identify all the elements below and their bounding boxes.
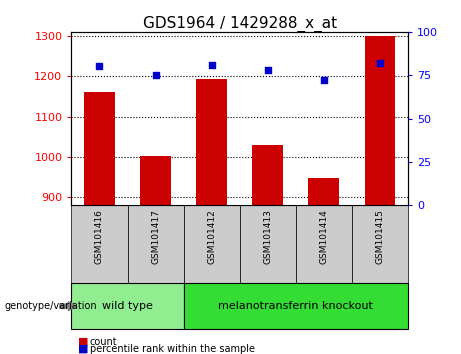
Title: GDS1964 / 1429288_x_at: GDS1964 / 1429288_x_at: [142, 16, 337, 32]
Point: [208, 62, 215, 68]
Text: GSM101415: GSM101415: [375, 209, 384, 264]
Point: [96, 63, 103, 69]
Text: GSM101414: GSM101414: [319, 209, 328, 264]
Point: [264, 67, 272, 72]
Point: [320, 77, 327, 82]
Bar: [71, 205, 128, 283]
Text: GSM101413: GSM101413: [263, 209, 272, 264]
Bar: [352, 205, 408, 283]
Bar: [140, 156, 171, 205]
Bar: [296, 205, 352, 283]
Point: [376, 60, 384, 66]
Bar: [183, 283, 408, 329]
Bar: [365, 36, 396, 205]
Text: genotype/variation: genotype/variation: [5, 301, 97, 311]
Text: ■: ■: [78, 337, 89, 347]
Text: wild type: wild type: [102, 301, 153, 311]
Bar: [71, 283, 183, 329]
Text: ■: ■: [78, 344, 89, 354]
Text: GSM101412: GSM101412: [207, 209, 216, 264]
Bar: [84, 92, 115, 205]
Bar: [183, 205, 240, 283]
Bar: [252, 145, 283, 205]
Text: GSM101417: GSM101417: [151, 209, 160, 264]
Bar: [196, 79, 227, 205]
Text: melanotransferrin knockout: melanotransferrin knockout: [219, 301, 373, 311]
Text: percentile rank within the sample: percentile rank within the sample: [90, 344, 255, 354]
Text: count: count: [90, 337, 118, 347]
Bar: [128, 205, 183, 283]
Text: GSM101416: GSM101416: [95, 209, 104, 264]
Bar: [308, 178, 339, 205]
Bar: [240, 205, 296, 283]
Point: [152, 72, 160, 78]
